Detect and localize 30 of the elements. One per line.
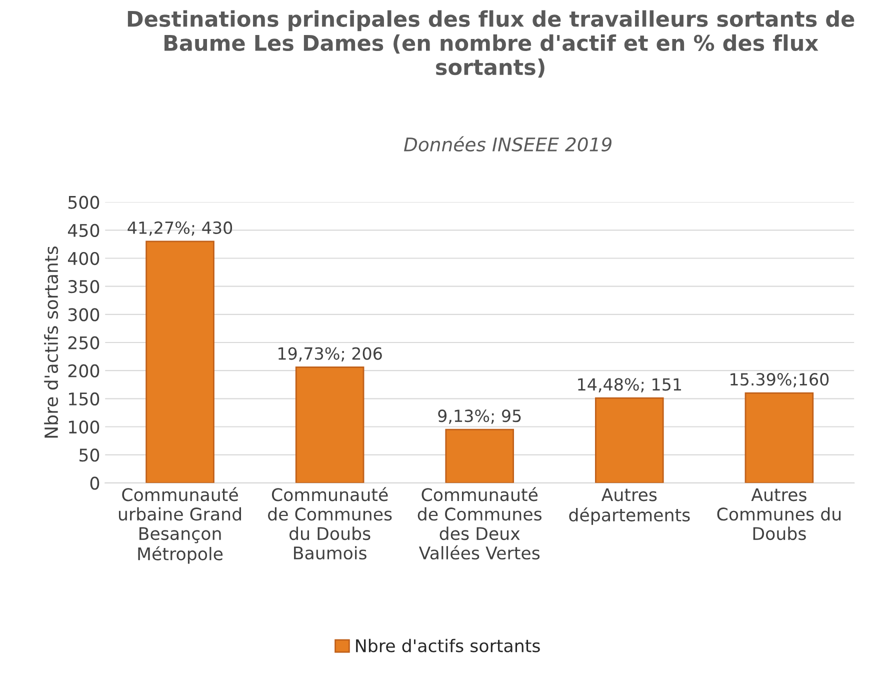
bar	[146, 240, 214, 483]
y-axis-title: Nbre d'actifs sortants	[44, 246, 58, 438]
y-tick-label: 250	[68, 336, 100, 350]
data-label: 15.39%;160	[730, 373, 829, 388]
data-label: 41,27%; 430	[128, 221, 232, 236]
y-tick-label: 100	[69, 420, 100, 434]
x-tick-label: Communauté de Communes du Doubs Baumois	[268, 487, 392, 560]
y-tick-label: 150	[69, 392, 100, 406]
x-tick-label: Communauté urbaine Grand Besançon Métropole	[118, 487, 241, 564]
y-tick-label: 0	[90, 476, 100, 490]
chart-title: Destinations principales des flux de travailleurs sortants de Baume Les Dames (en nombre d'actif et en % des flux sortants)	[128, 10, 854, 78]
data-label: 14,48%; 151	[578, 378, 682, 392]
bar	[595, 397, 664, 483]
x-tick-label: Communauté de Communes des Deux Vallées Vertes	[418, 487, 542, 560]
data-label: 9,13%; 95	[438, 410, 521, 424]
bar	[295, 366, 364, 483]
data-label: 19,73%; 206	[278, 347, 382, 362]
y-tick-label: 400	[68, 252, 100, 266]
y-tick-label: 500	[68, 196, 100, 209]
y-tick-label: 350	[68, 280, 100, 294]
bar	[744, 392, 814, 483]
y-tick-label: 300	[68, 308, 100, 322]
y-tick-label: 450	[68, 224, 100, 238]
y-tick-label: 50	[80, 448, 100, 462]
y-tick-label: 200	[68, 364, 100, 378]
x-tick-label: Autres départements	[569, 488, 690, 525]
bar	[445, 428, 514, 483]
x-tick-label: Autres Communes du Doubs	[717, 488, 841, 540]
chart-subtitle: Données INSEEE 2019	[404, 136, 612, 152]
legend-label: Nbre d'actifs sortants	[356, 638, 540, 652]
